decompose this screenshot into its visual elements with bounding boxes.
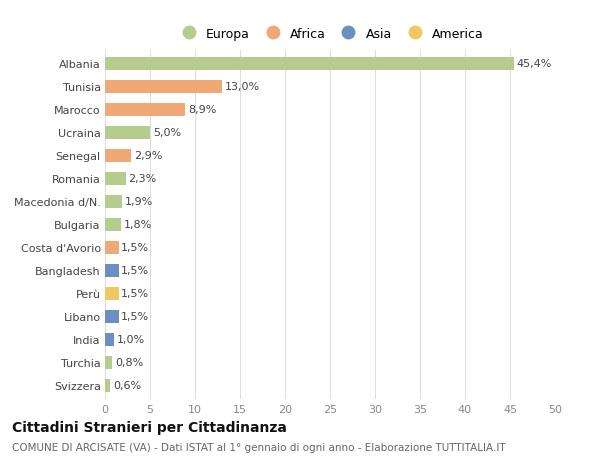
Text: 45,4%: 45,4% xyxy=(516,59,551,69)
Bar xyxy=(105,150,131,162)
Bar xyxy=(105,218,121,231)
Bar xyxy=(105,127,150,140)
Text: 1,0%: 1,0% xyxy=(116,335,145,345)
Bar xyxy=(105,58,514,71)
Text: 2,3%: 2,3% xyxy=(128,174,157,184)
Bar xyxy=(105,264,119,277)
Text: 1,5%: 1,5% xyxy=(121,312,149,322)
Bar xyxy=(105,81,222,94)
Text: 1,5%: 1,5% xyxy=(121,266,149,276)
Text: 5,0%: 5,0% xyxy=(152,128,181,138)
Text: 13,0%: 13,0% xyxy=(224,82,260,92)
Text: 1,9%: 1,9% xyxy=(125,197,153,207)
Text: 0,8%: 0,8% xyxy=(115,358,143,368)
Text: COMUNE DI ARCISATE (VA) - Dati ISTAT al 1° gennaio di ogni anno - Elaborazione T: COMUNE DI ARCISATE (VA) - Dati ISTAT al … xyxy=(12,442,506,452)
Bar xyxy=(105,333,114,346)
Bar xyxy=(105,196,122,208)
Text: Cittadini Stranieri per Cittadinanza: Cittadini Stranieri per Cittadinanza xyxy=(12,420,287,434)
Text: 1,5%: 1,5% xyxy=(121,289,149,299)
Text: 8,9%: 8,9% xyxy=(188,105,216,115)
Bar xyxy=(105,379,110,392)
Text: 0,6%: 0,6% xyxy=(113,381,141,391)
Bar xyxy=(105,104,185,117)
Legend: Europa, Africa, Asia, America: Europa, Africa, Asia, America xyxy=(176,28,484,41)
Bar xyxy=(105,173,126,185)
Bar xyxy=(105,287,119,300)
Bar xyxy=(105,310,119,323)
Text: 1,8%: 1,8% xyxy=(124,220,152,230)
Text: 2,9%: 2,9% xyxy=(134,151,162,161)
Bar xyxy=(105,356,112,369)
Bar xyxy=(105,241,119,254)
Text: 1,5%: 1,5% xyxy=(121,243,149,253)
